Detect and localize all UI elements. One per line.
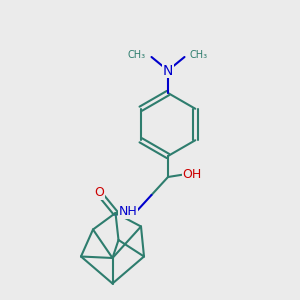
Text: OH: OH [182, 167, 202, 181]
Text: CH₃: CH₃ [128, 50, 146, 60]
Text: NH: NH [119, 205, 138, 218]
Text: CH₃: CH₃ [190, 50, 208, 60]
Text: N: N [163, 64, 173, 77]
Text: O: O [94, 186, 104, 199]
